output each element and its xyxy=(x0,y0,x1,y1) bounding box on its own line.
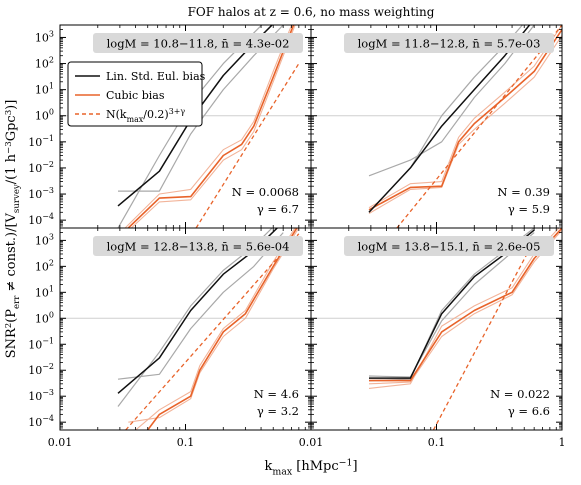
mass-label-box xyxy=(93,236,303,256)
y-axis-label: SNR2(Perr ≠ const.)/[Vsurvey/(1 h−3Gpc3)… xyxy=(4,100,22,359)
panels-group: logM = 10.8−11.8, n̄ = 4.3e-02 N = 0.0068… xyxy=(59,24,563,431)
fit-N-label: N = 0.0068 xyxy=(232,185,299,199)
fit-gamma-label: γ = 6.6 xyxy=(508,404,550,418)
y-tick-label: 101 xyxy=(35,284,54,299)
series-cubic-bias-light xyxy=(368,25,562,209)
figure-title: FOF halos at z = 0.6, no mass weighting xyxy=(188,5,435,19)
x-tick-labels: 0.01 0.1 0.01 0.1 1 xyxy=(48,436,566,449)
x-axis-label: kmax [hMpc−1] xyxy=(264,458,357,478)
mass-bin-label: logM = 10.8−11.8, n̄ = 4.3e-02 xyxy=(107,37,290,51)
panel-top-right: logM = 11.8−12.8, n̄ = 5.7e-03 N = 0.39 γ … xyxy=(310,24,563,229)
panel-bottom-right: logM = 13.8−15.1, n̄ = 2.6e-05 N = 0.022 γ… xyxy=(310,227,563,431)
y-tick-label: 10−2 xyxy=(28,160,54,175)
y-tick-label: 103 xyxy=(35,232,54,247)
series-cubic-bias-light xyxy=(368,229,562,385)
y-tick-label: 102 xyxy=(35,56,54,71)
panel-bottom-left: logM = 12.8−13.8, n̄ = 5.6e-04 N = 4.6 γ =… xyxy=(59,227,312,431)
y-tick-label: 10−4 xyxy=(28,212,54,227)
y-tick-label: 102 xyxy=(35,258,54,273)
legend: Lin. Std. Eul. bias Cubic bias N(kmax/0.2)… xyxy=(67,61,206,127)
x-tick-label: 0.01 xyxy=(48,436,73,449)
series-powerlaw-fit xyxy=(125,233,300,430)
x-tick-label: 1 xyxy=(559,436,566,449)
series-linear-bias-light xyxy=(117,232,284,380)
x-tick-label: 0.01 xyxy=(299,436,324,449)
y-tick-label: 10−3 xyxy=(28,186,54,201)
legend-entry-label: Cubic bias xyxy=(106,89,165,102)
series-cubic-bias-light xyxy=(130,25,296,228)
mass-bin-label: logM = 12.8−13.8, n̄ = 5.6e-04 xyxy=(107,240,290,254)
fit-N-label: N = 4.6 xyxy=(254,387,299,401)
series-cubic-bias xyxy=(369,228,562,382)
mass-bin-label: logM = 11.8−12.8, n̄ = 5.7e-03 xyxy=(358,37,541,51)
series-cubic-bias xyxy=(127,25,295,228)
y-tick-label: 10−3 xyxy=(28,388,54,403)
series-linear-bias-light xyxy=(117,25,263,228)
series-powerlaw-fit xyxy=(396,25,562,228)
series-cubic-bias-light xyxy=(135,228,296,430)
y-tick-label: 10−2 xyxy=(28,362,54,377)
legend-box xyxy=(67,61,203,127)
series-powerlaw-fit xyxy=(195,63,300,228)
axis-ticks xyxy=(310,227,563,431)
mass-label-box xyxy=(344,33,554,53)
series-powerlaw-fit xyxy=(432,240,535,430)
y-tick-label: 10−1 xyxy=(28,336,54,351)
y-tick-label: 103 xyxy=(35,29,54,44)
axis-ticks xyxy=(310,24,563,229)
x-tick-label: 0.1 xyxy=(177,436,195,449)
y-tick-label: 10−1 xyxy=(28,134,54,149)
fit-gamma-label: γ = 3.2 xyxy=(257,404,299,418)
series-cubic-bias xyxy=(368,29,562,211)
fit-gamma-label: γ = 6.7 xyxy=(257,202,299,216)
series-linear-bias-light xyxy=(368,25,535,177)
series-cubic-bias-light xyxy=(368,35,562,214)
y-tick-label: 10−4 xyxy=(28,414,54,429)
y-tick-label: 101 xyxy=(35,82,54,97)
mass-label-box xyxy=(344,236,554,256)
mass-bin-label: logM = 13.8−15.1, n̄ = 2.6e-05 xyxy=(358,240,541,254)
y-tick-label: 100 xyxy=(35,310,54,325)
series-cubic-bias xyxy=(147,228,298,430)
legend-entry-label: Lin. Std. Eul. bias xyxy=(106,70,206,83)
fit-N-label: N = 0.022 xyxy=(490,387,550,401)
fit-N-label: N = 0.39 xyxy=(497,185,550,199)
legend-entry-label: N(kmax/0.2)3+γ xyxy=(106,107,185,124)
mass-label-box xyxy=(93,33,303,53)
y-tick-label: 100 xyxy=(35,108,54,123)
x-tick-label: 0.1 xyxy=(428,436,446,449)
series-cubic-bias-light xyxy=(128,228,300,423)
fit-gamma-label: γ = 5.9 xyxy=(508,202,550,216)
y-tick-labels: 10−4 10−3 10−2 10−1 100 101 102 103 10−4 10−3 10−2… xyxy=(28,29,54,429)
series-cubic-bias-light xyxy=(124,25,293,228)
